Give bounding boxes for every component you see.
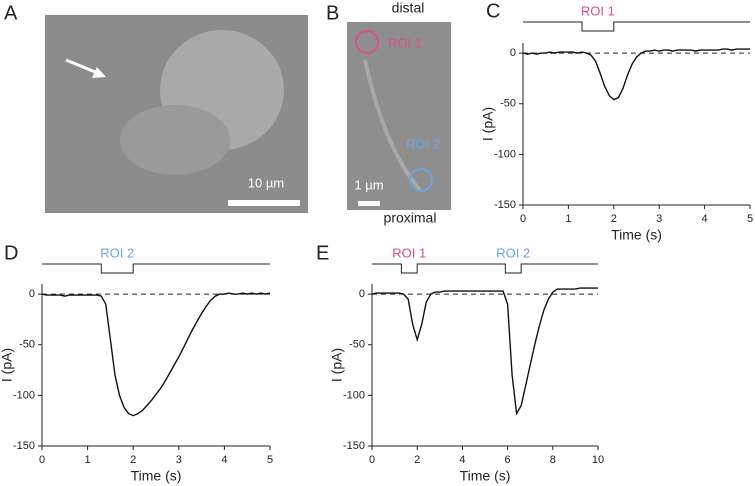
trace [522,48,750,101]
x-tick-label: 3 [656,213,662,225]
dendrite [363,59,422,192]
panel-label: D [4,242,18,264]
roi-label: ROI 2 [406,136,440,151]
y-tick-label: -150 [494,199,516,211]
x-axis-label: Time (s) [460,468,511,484]
trace [371,287,598,416]
x-tick-label: 2 [611,213,617,225]
y-tick-label: -100 [494,148,516,160]
x-axis-label: Time (s) [611,227,662,243]
stimulus-label: ROI 1 [392,245,426,260]
roi-circle [409,168,433,192]
y-tick-label: -150 [343,440,365,452]
y-axis-label: I (pA) [0,348,15,382]
y-tick-label: 0 [29,288,35,300]
x-tick-label: 5 [267,454,273,466]
scale-bar [228,200,300,206]
x-tick-label: 0 [369,454,375,466]
panel-label: C [486,0,500,22]
scale-label: 1 µm [354,177,383,192]
x-tick-label: 5 [747,213,753,225]
y-tick-label: 0 [510,47,516,59]
y-tick-label: -50 [19,339,35,351]
y-axis-label: I (pA) [480,107,496,141]
stimulus-label: ROI 1 [581,3,615,18]
scale-bar [358,201,380,206]
x-tick-label: 2 [130,454,136,466]
x-tick-label: 8 [550,454,556,466]
x-tick-label: 6 [505,454,511,466]
x-tick-label: 4 [702,213,708,225]
x-tick-label: 4 [221,454,227,466]
distal-label: distal [392,0,425,16]
x-tick-label: 4 [459,454,465,466]
x-tick-label: 1 [85,454,91,466]
panel-label: B [326,2,339,24]
proximal-label: proximal [384,210,437,226]
y-axis-label: I (pA) [329,348,345,382]
panel-label: E [316,242,329,264]
stimulus-label: ROI 2 [496,245,530,260]
x-tick-label: 3 [176,454,182,466]
y-tick-label: -50 [500,98,516,110]
x-tick-label: 2 [414,454,420,466]
y-tick-label: 0 [359,288,365,300]
x-tick-label: 0 [39,454,45,466]
scale-label: 10 µm [248,175,284,190]
stimulus-label: ROI 2 [100,245,134,260]
stimulus-trace [372,263,598,274]
arrow-head [92,67,106,78]
y-tick-label: -100 [343,389,365,401]
arrow [65,58,101,76]
stimulus-trace [42,263,270,274]
y-tick-label: -150 [13,440,35,452]
cell-process [120,105,230,175]
trace [41,292,271,417]
roi-circle [355,30,379,54]
stimulus-trace [523,21,750,32]
x-tick-label: 10 [592,454,604,466]
y-tick-label: -50 [349,339,365,351]
x-tick-label: 1 [565,213,571,225]
roi-label: ROI 1 [388,35,422,50]
x-tick-label: 0 [520,213,526,225]
panel-label: A [4,2,18,24]
y-tick-label: -100 [13,389,35,401]
x-axis-label: Time (s) [131,468,182,484]
